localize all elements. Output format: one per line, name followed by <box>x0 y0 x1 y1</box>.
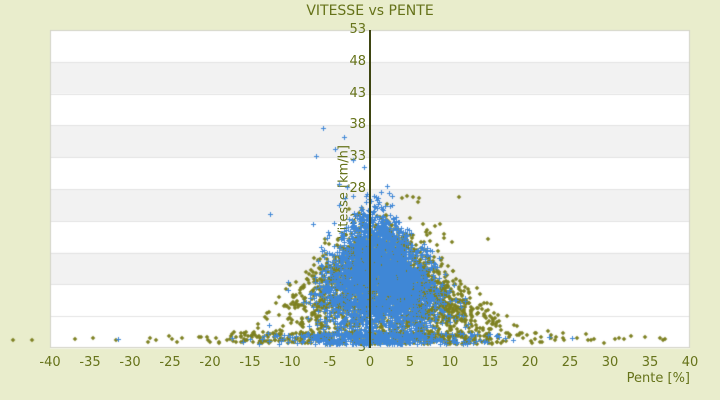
zero-axis-line <box>369 30 371 348</box>
